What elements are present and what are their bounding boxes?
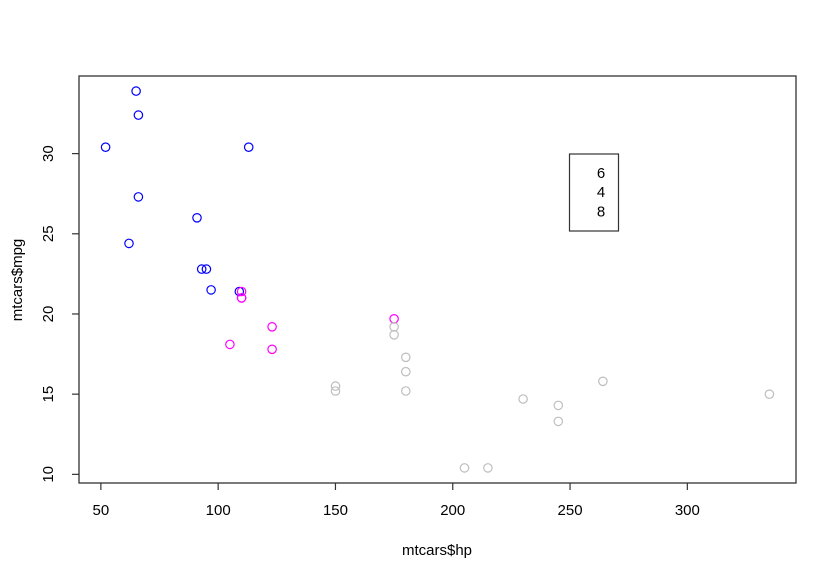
x-axis-title: mtcars$hp <box>402 542 472 559</box>
data-point-cyl8 <box>518 394 528 404</box>
data-point-cyl8 <box>764 389 775 399</box>
x-axis-tick-label: 100 <box>206 502 231 519</box>
data-point-cyl4 <box>201 264 212 274</box>
x-axis-tick-label: 300 <box>675 502 700 519</box>
data-point-cyl4 <box>133 192 144 202</box>
x-axis-tick-label: 200 <box>440 502 465 519</box>
y-axis-tick-label: 15 <box>40 386 57 403</box>
data-point-cyl8 <box>598 376 608 387</box>
data-point-cyl6 <box>236 286 247 297</box>
data-point-cyl8 <box>389 321 399 332</box>
data-point-cyl4 <box>124 238 134 249</box>
data-point-cyl8 <box>483 463 493 473</box>
data-point-cyl8 <box>553 416 564 427</box>
data-point-cyl4 <box>206 285 216 295</box>
y-axis-title: mtcars$mpg <box>9 239 26 322</box>
data-point-cyl4 <box>131 86 141 96</box>
data-point-cyl4 <box>133 110 144 120</box>
data-point-cyl8 <box>330 381 341 391</box>
legend-entry-4: 4 <box>597 184 605 201</box>
data-point-cyl8 <box>400 352 411 363</box>
y-axis-tick-label: 30 <box>40 145 57 162</box>
data-point-cyl8 <box>389 329 399 340</box>
x-axis-tick-label: 250 <box>558 502 583 519</box>
y-axis-tick-label: 20 <box>40 306 57 323</box>
data-point-cyl4 <box>243 142 254 152</box>
y-axis-tick-label: 10 <box>40 466 57 483</box>
x-axis-tick-label: 150 <box>323 502 348 519</box>
data-point-cyl6 <box>267 344 277 355</box>
data-point-cyl6 <box>236 293 247 303</box>
data-point-cyl6 <box>267 321 277 332</box>
data-point-cyl8 <box>553 400 564 411</box>
data-point-cyl8 <box>330 386 341 396</box>
legend-entry-8: 8 <box>597 203 605 220</box>
x-axis-tick-label: 50 <box>93 502 110 519</box>
data-point-cyl6 <box>389 313 399 324</box>
legend-box <box>568 153 620 232</box>
legend-entry-6: 6 <box>597 165 605 182</box>
data-point-cyl4 <box>196 264 207 274</box>
data-point-cyl6 <box>225 339 235 350</box>
y-axis-tick-label: 25 <box>40 225 57 242</box>
data-point-cyl8 <box>400 366 411 377</box>
data-point-cyl4 <box>100 142 111 152</box>
plot-box <box>78 75 797 484</box>
data-point-cyl8 <box>400 386 411 396</box>
data-point-cyl4 <box>192 213 202 223</box>
data-point-cyl8 <box>459 463 470 473</box>
